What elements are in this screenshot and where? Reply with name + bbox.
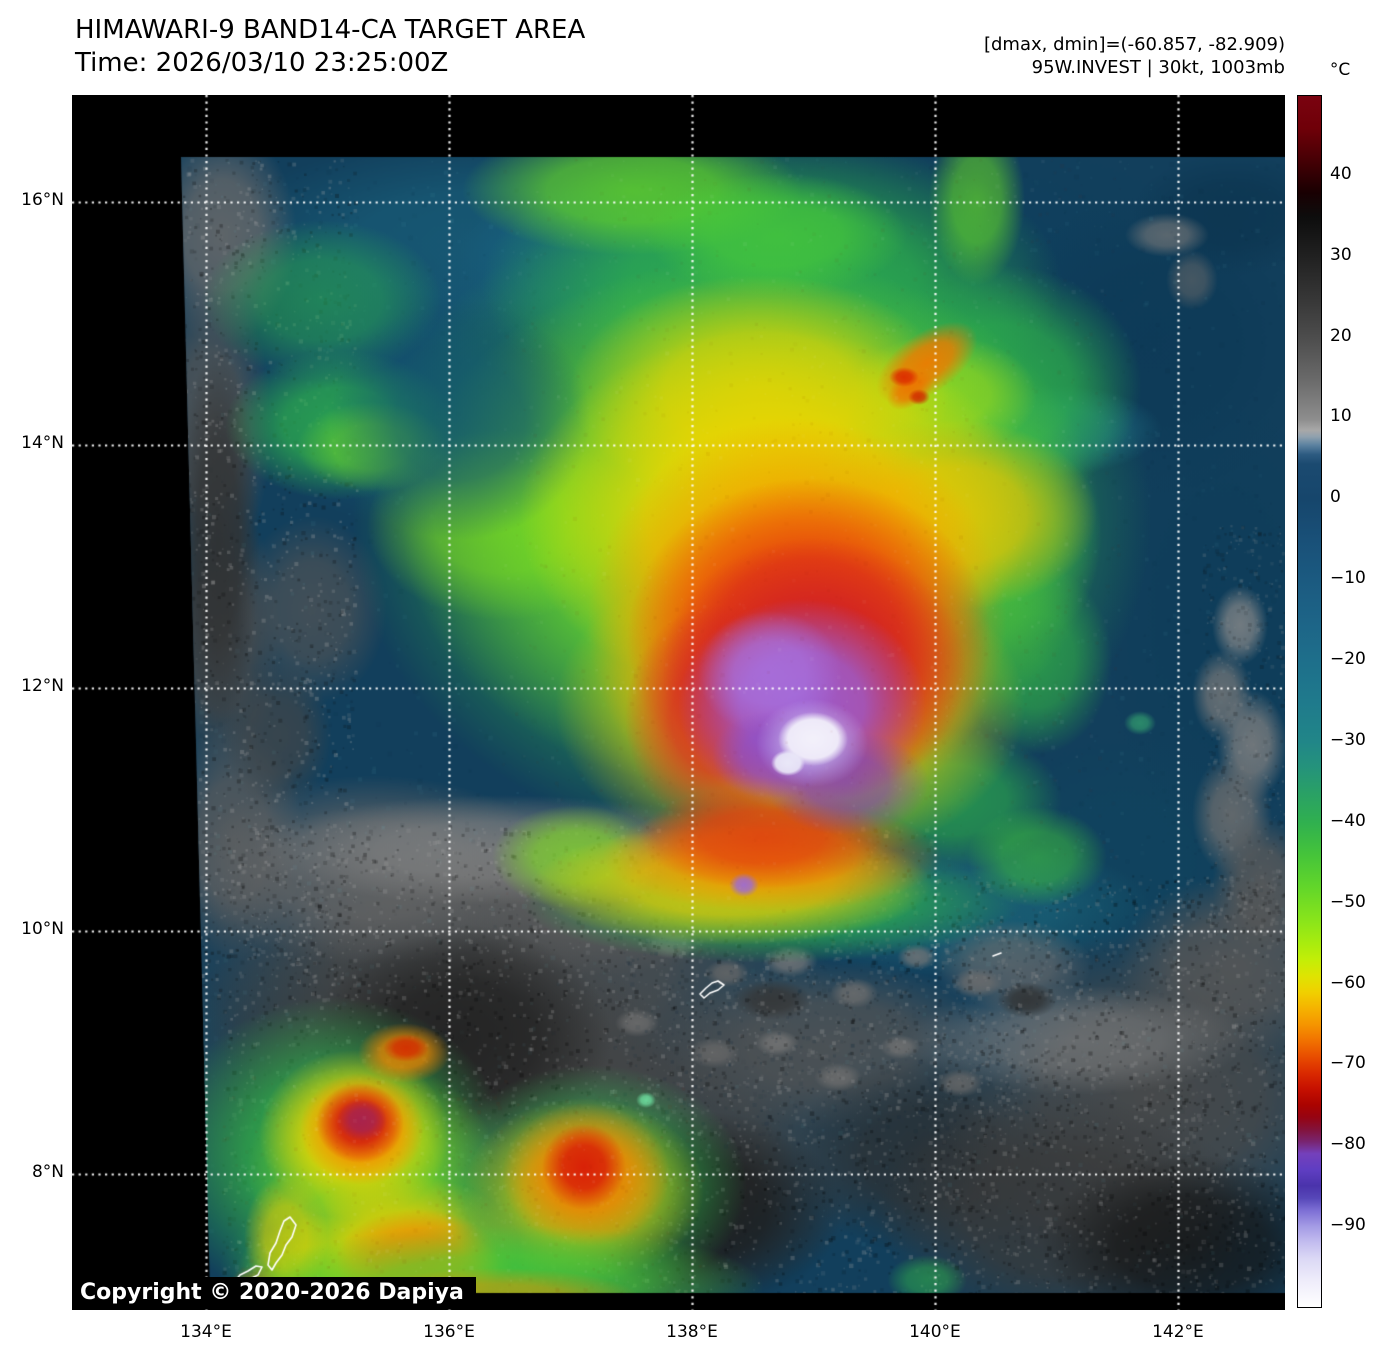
lon-tick-label: 136°E xyxy=(423,1322,475,1342)
colorbar-tick-label: 20 xyxy=(1330,325,1352,346)
lat-tick-label: 14°N xyxy=(21,432,64,453)
lat-tick-label: 12°N xyxy=(21,675,64,696)
lat-tick-label: 8°N xyxy=(31,1161,64,1182)
colorbar-tick-label: 0 xyxy=(1330,487,1341,508)
colorbar-tick-label: −10 xyxy=(1330,568,1366,589)
page-title: HIMAWARI-9 BAND14-CA TARGET AREA xyxy=(75,15,586,45)
dmax-dmin-readout: [dmax, dmin]=(-60.857, -82.909) xyxy=(983,34,1285,55)
colorbar-tick-label: 30 xyxy=(1330,244,1352,265)
colorbar-tick-label: 10 xyxy=(1330,406,1352,427)
colorbar-tick-label: −90 xyxy=(1330,1215,1366,1236)
lat-tick-label: 10°N xyxy=(21,918,64,939)
satellite-canvas xyxy=(72,95,1285,1310)
timestamp: Time: 2026/03/10 23:25:00Z xyxy=(75,48,449,78)
colorbar-tick-label: −80 xyxy=(1330,1134,1366,1155)
title-block: HIMAWARI-9 BAND14-CA TARGET AREA Time: 2… xyxy=(75,14,585,80)
colorbar-tick-label: 40 xyxy=(1330,163,1352,184)
lon-tick-label: 140°E xyxy=(909,1322,961,1342)
colorbar-unit-label: °C xyxy=(1329,60,1351,80)
lon-tick-label: 134°E xyxy=(180,1322,232,1342)
satellite-map-area: Copyright © 2020-2026 Dapiya xyxy=(72,95,1285,1310)
copyright-watermark: Copyright © 2020-2026 Dapiya xyxy=(72,1277,476,1309)
colorbar-tick-label: −20 xyxy=(1330,649,1366,670)
lon-tick-label: 142°E xyxy=(1152,1322,1204,1342)
colorbar-tick-label: −50 xyxy=(1330,891,1366,912)
temperature-colorbar xyxy=(1297,95,1322,1308)
colorbar-tick-label: −40 xyxy=(1330,810,1366,831)
colorbar-tick-label: −30 xyxy=(1330,729,1366,750)
colorbar-tick-label: −60 xyxy=(1330,972,1366,993)
colorbar-tick-label: −70 xyxy=(1330,1053,1366,1074)
lat-tick-label: 16°N xyxy=(21,190,64,211)
lon-tick-label: 138°E xyxy=(666,1322,718,1342)
storm-info-readout: 95W.INVEST | 30kt, 1003mb xyxy=(1031,57,1285,78)
annotation-block: [dmax, dmin]=(-60.857, -82.909) 95W.INVE… xyxy=(984,33,1285,79)
